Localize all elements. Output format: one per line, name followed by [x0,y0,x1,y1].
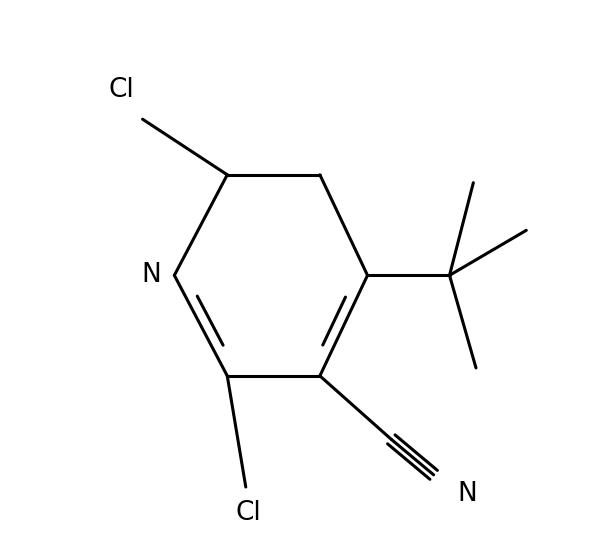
Text: N: N [457,481,477,507]
Text: Cl: Cl [235,500,261,526]
Text: N: N [142,262,161,288]
Text: Cl: Cl [109,77,134,103]
